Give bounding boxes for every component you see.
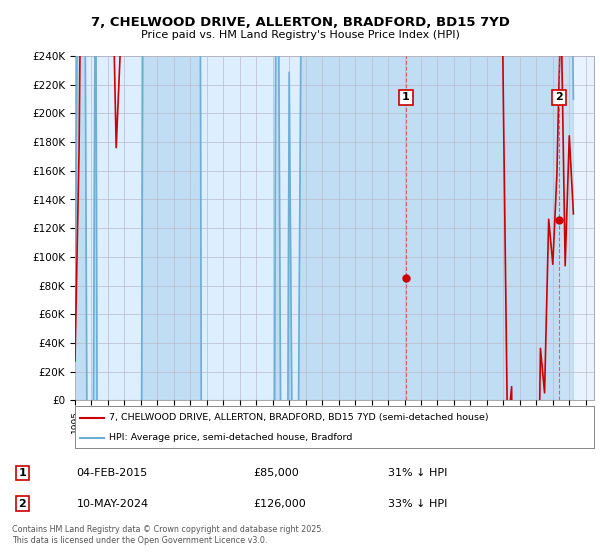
Text: 2: 2 xyxy=(19,499,26,508)
Text: 2: 2 xyxy=(555,92,563,102)
Text: 7, CHELWOOD DRIVE, ALLERTON, BRADFORD, BD15 7YD (semi-detached house): 7, CHELWOOD DRIVE, ALLERTON, BRADFORD, B… xyxy=(109,413,488,422)
Text: 1: 1 xyxy=(402,92,410,102)
Text: £85,000: £85,000 xyxy=(253,468,299,478)
Bar xyxy=(559,56,594,400)
Text: 7, CHELWOOD DRIVE, ALLERTON, BRADFORD, BD15 7YD: 7, CHELWOOD DRIVE, ALLERTON, BRADFORD, B… xyxy=(91,16,509,29)
Text: 10-MAY-2024: 10-MAY-2024 xyxy=(77,499,149,508)
Text: HPI: Average price, semi-detached house, Bradford: HPI: Average price, semi-detached house,… xyxy=(109,433,352,442)
Text: 31% ↓ HPI: 31% ↓ HPI xyxy=(388,468,448,478)
Text: Contains HM Land Registry data © Crown copyright and database right 2025.
This d: Contains HM Land Registry data © Crown c… xyxy=(12,525,324,545)
Text: 04-FEB-2015: 04-FEB-2015 xyxy=(77,468,148,478)
Text: Price paid vs. HM Land Registry's House Price Index (HPI): Price paid vs. HM Land Registry's House … xyxy=(140,30,460,40)
Text: £126,000: £126,000 xyxy=(253,499,306,508)
Text: 33% ↓ HPI: 33% ↓ HPI xyxy=(388,499,448,508)
Text: 1: 1 xyxy=(19,468,26,478)
